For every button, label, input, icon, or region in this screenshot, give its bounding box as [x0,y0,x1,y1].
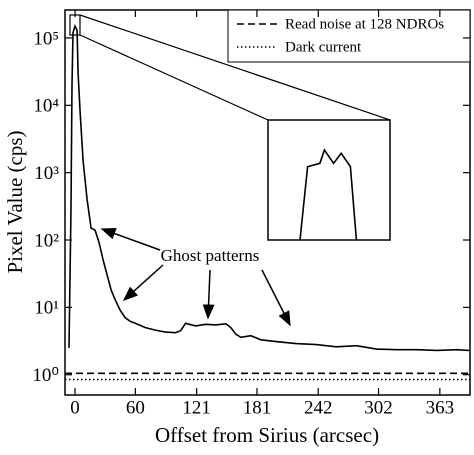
inset-line [299,148,358,241]
legend [227,9,471,63]
legend-label: Read noise at 128 NDROs [285,16,444,32]
y-tick-label: 10³ [34,163,59,184]
y-tick-label: 10² [34,230,59,251]
x-tick-label: 121 [182,397,211,418]
series-line [68,23,470,352]
annotation: Ghost patterns [161,246,260,265]
x-tick-label: 181 [243,397,272,418]
y-tick-label: 10⁵ [33,28,59,49]
x-tick-label: 0 [70,397,80,418]
y-tick-label: 10⁰ [32,365,59,386]
y-axis-title: Pixel Value (cps) [3,130,27,273]
x-tick-label: 302 [364,397,393,418]
legend-label: Dark current [285,39,362,55]
x-tick-label: 60 [126,397,145,418]
annotation-arrows [100,227,291,327]
zoom-connector [79,34,269,121]
x-axis-title: Offset from Sirius (arcsec) [155,423,379,447]
zoom-connector [79,14,391,121]
y-tick-label: 10⁴ [33,96,59,117]
x-tick-label: 242 [304,397,333,418]
y-tick-label: 10¹ [34,298,59,319]
inset-frame [267,119,391,241]
x-tick-label: 363 [426,397,455,418]
